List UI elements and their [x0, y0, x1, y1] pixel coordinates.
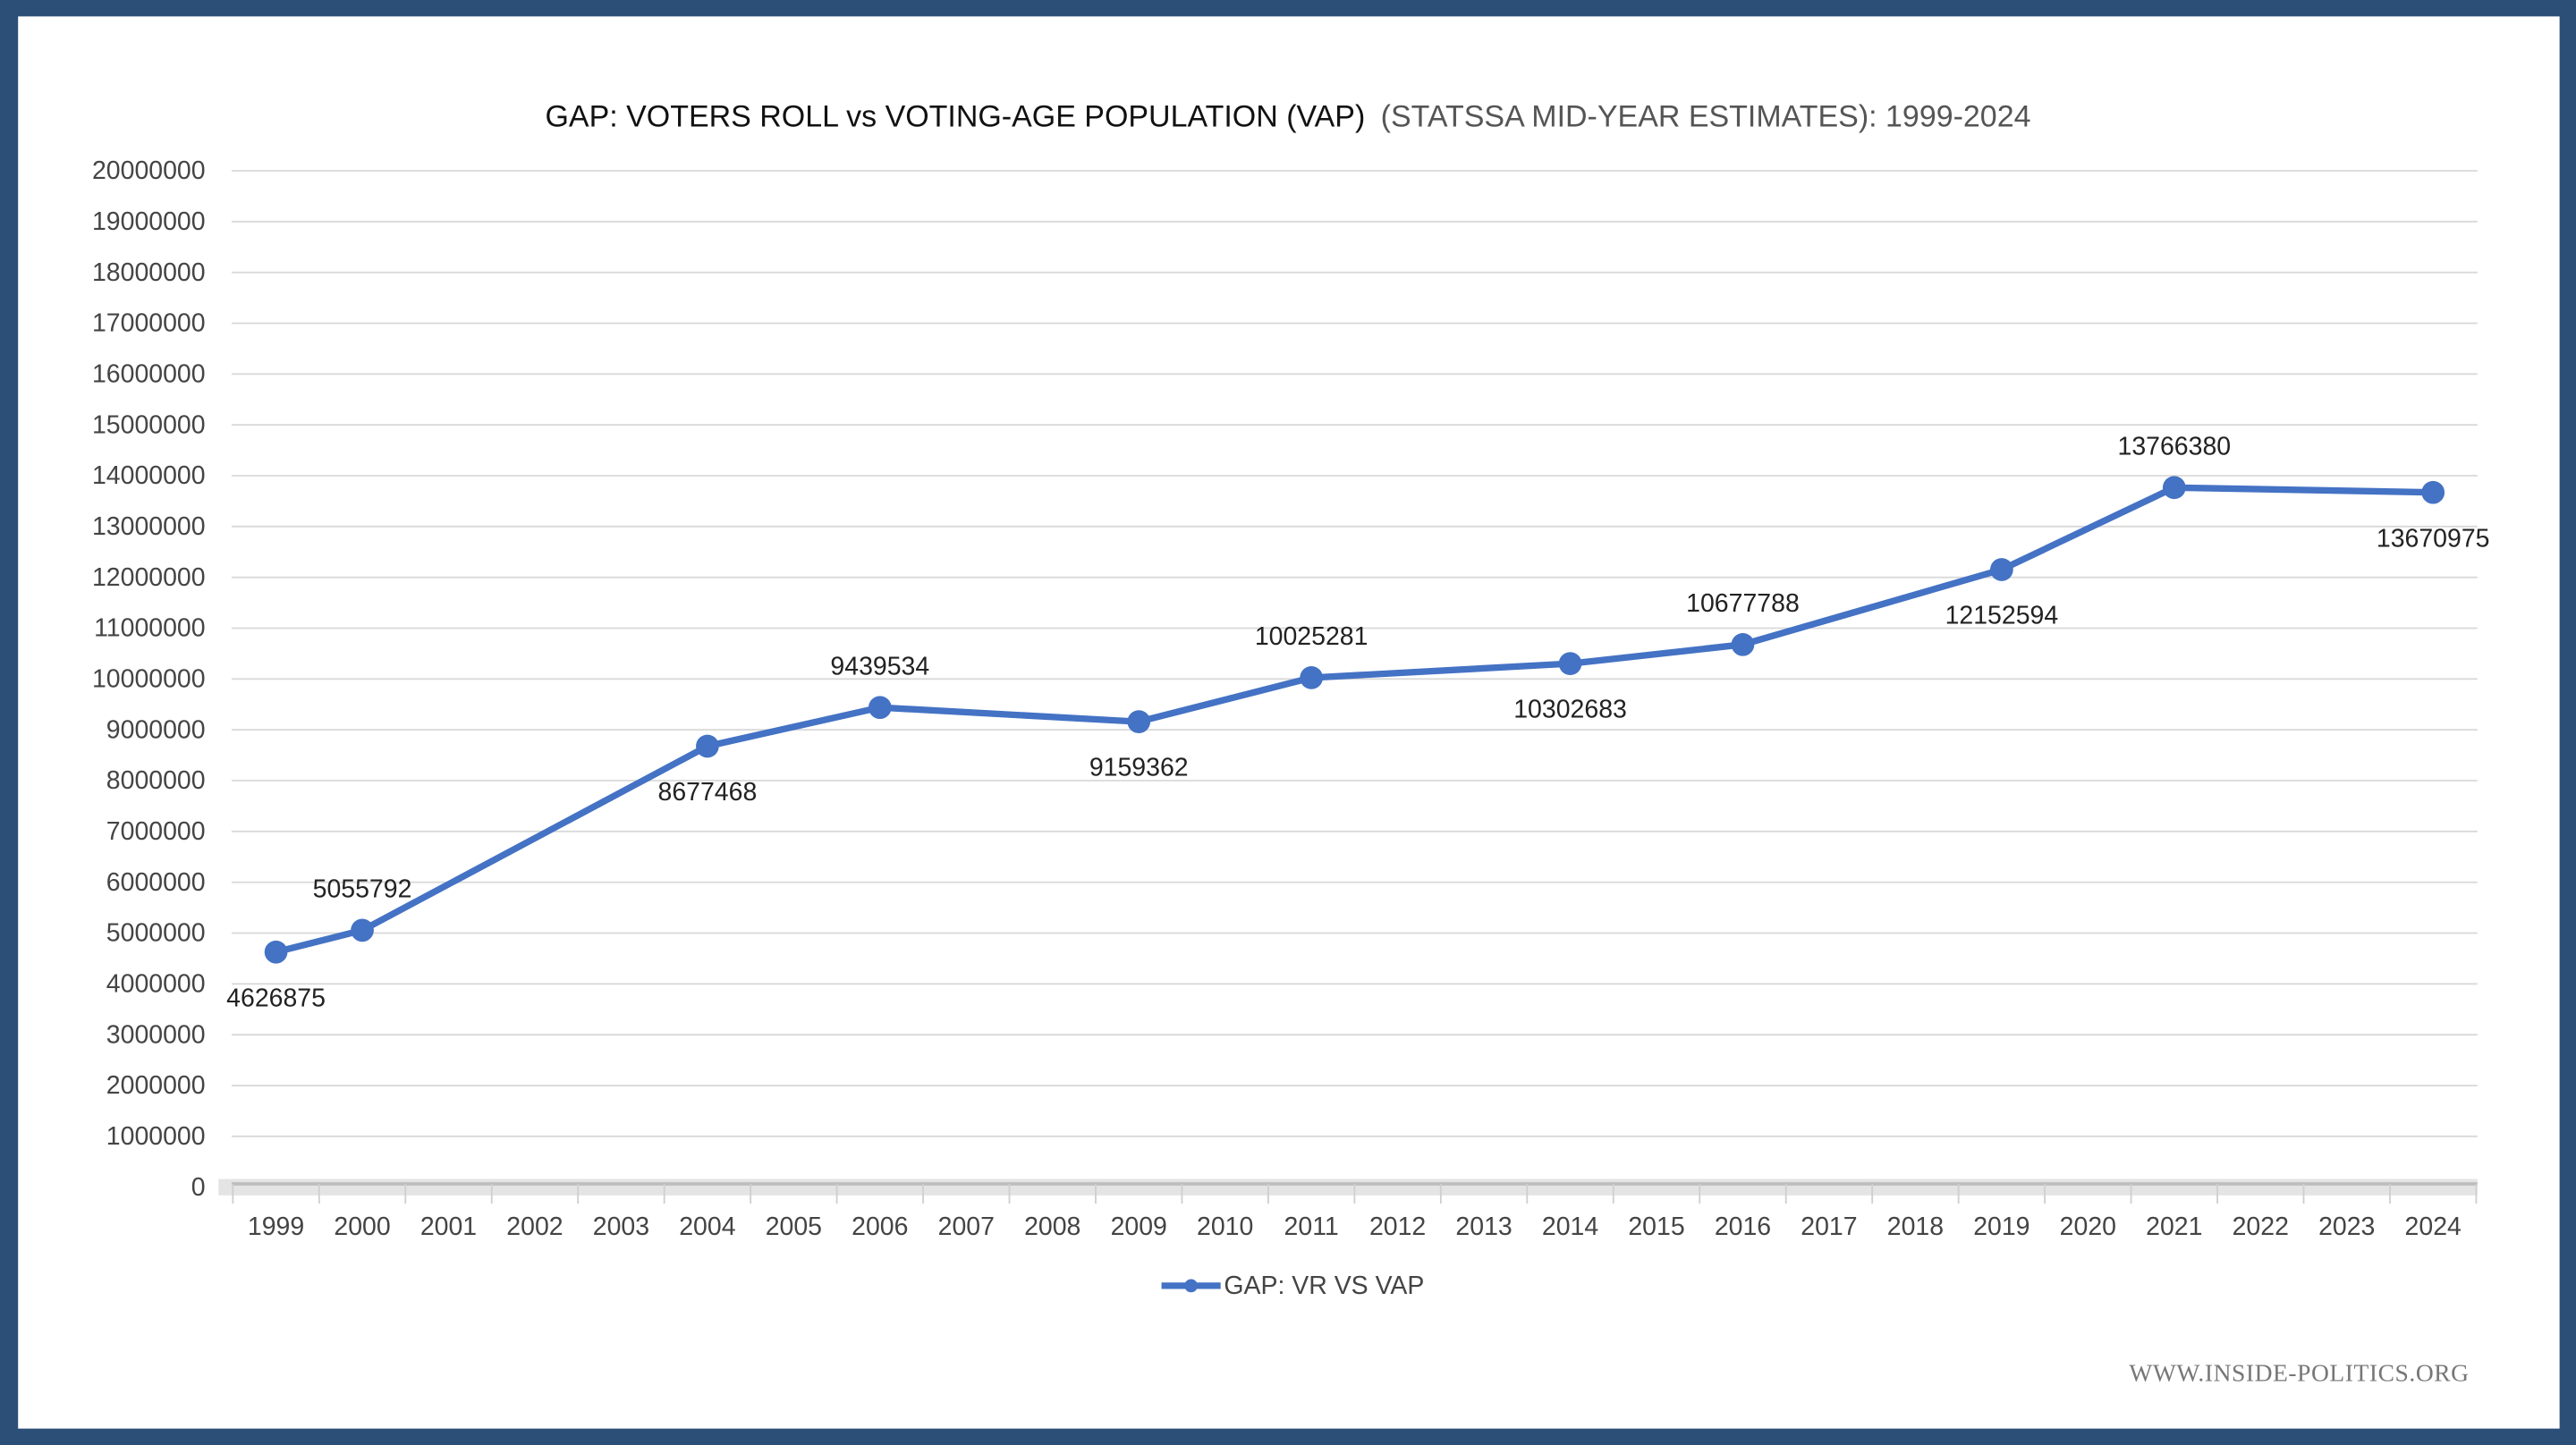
data-label: 13670975 — [2377, 524, 2490, 553]
x-tick-label: 2009 — [1111, 1213, 1167, 1241]
y-tick-label: 0 — [191, 1173, 206, 1202]
x-tick-label: 2004 — [679, 1213, 735, 1241]
y-tick-label: 13000000 — [92, 512, 206, 541]
y-tick-label: 6000000 — [106, 868, 206, 897]
legend: GAP: VR VS VAP — [1161, 1272, 1424, 1300]
data-label: 8677468 — [658, 778, 758, 807]
data-point — [351, 918, 374, 942]
data-label: 5055792 — [313, 875, 412, 904]
data-label: 12152594 — [1945, 602, 2059, 630]
data-labels: 4626875 5055792 8677468 9439534 9159362 10025… — [226, 433, 2489, 1013]
series-gap — [264, 476, 2445, 964]
x-tick-label: 2016 — [1715, 1213, 1771, 1241]
x-tick-label: 2018 — [1887, 1213, 1944, 1241]
y-tick-label: 9000000 — [106, 715, 206, 744]
y-tick-label: 11000000 — [94, 614, 205, 643]
y-tick-label: 19000000 — [92, 207, 206, 236]
data-point — [2421, 480, 2445, 504]
x-tick-label: 2003 — [593, 1213, 649, 1241]
x-tick-label: 2008 — [1024, 1213, 1080, 1241]
x-tick-label: 2000 — [334, 1213, 390, 1241]
y-tick-label: 17000000 — [92, 309, 206, 338]
y-tick-label: 8000000 — [106, 766, 206, 795]
x-tick-label: 1999 — [248, 1213, 304, 1241]
data-point — [1300, 666, 1324, 689]
y-tick-label: 16000000 — [92, 360, 206, 389]
x-tick-label: 2012 — [1369, 1213, 1426, 1241]
y-tick-label: 1000000 — [106, 1122, 206, 1151]
gridlines — [231, 170, 2478, 1137]
x-tick-label: 2020 — [2060, 1213, 2116, 1241]
x-tick-label: 2017 — [1801, 1213, 1857, 1241]
data-label: 9159362 — [1089, 754, 1189, 782]
data-label: 9439534 — [830, 652, 929, 680]
data-point — [868, 696, 892, 720]
y-tick-label: 18000000 — [92, 258, 206, 287]
data-label: 10302683 — [1513, 696, 1627, 724]
x-tick-label: 2013 — [1455, 1213, 1512, 1241]
data-label: 10025281 — [1255, 622, 1368, 651]
y-tick-label: 15000000 — [92, 410, 206, 439]
data-point — [264, 940, 288, 964]
x-tick-label: 2001 — [420, 1213, 477, 1241]
data-point — [1558, 652, 1582, 675]
y-axis-ticks: 0 1000000 2000000 3000000 4000000 5000000 6000… — [92, 156, 206, 1202]
x-tick-label: 2010 — [1197, 1213, 1253, 1241]
x-tick-label: 2021 — [2146, 1213, 2202, 1241]
x-tick-label: 2024 — [2405, 1213, 2462, 1241]
data-point — [1127, 710, 1151, 733]
x-tick-label: 2006 — [852, 1213, 908, 1241]
y-tick-label: 20000000 — [92, 156, 206, 185]
watermark: WWW.INSIDE-POLITICS.ORG — [2129, 1358, 2469, 1386]
x-tick-label: 2019 — [1973, 1213, 2029, 1241]
y-tick-label: 4000000 — [106, 970, 206, 999]
x-tick-label: 2002 — [506, 1213, 563, 1241]
data-point — [1731, 632, 1755, 656]
x-tick-label: 2014 — [1542, 1213, 1598, 1241]
chart-title-main: GAP: VOTERS ROLL vs VOTING-AGE POPULATIO… — [546, 99, 1366, 133]
x-tick-label: 2007 — [938, 1213, 995, 1241]
x-tick-label: 2023 — [2318, 1213, 2375, 1241]
data-point — [1990, 558, 2013, 581]
data-point — [2162, 476, 2186, 500]
y-tick-label: 14000000 — [92, 461, 206, 490]
y-tick-label: 12000000 — [92, 563, 206, 592]
data-point — [696, 734, 719, 758]
x-tick-label: 2015 — [1628, 1213, 1684, 1241]
y-tick-label: 3000000 — [106, 1020, 206, 1049]
x-tick-label: 2011 — [1284, 1213, 1339, 1241]
data-label: 4626875 — [226, 984, 326, 1012]
x-tick-label: 2022 — [2233, 1213, 2289, 1241]
chart-title-sub: (STATSSA MID-YEAR ESTIMATES): 1999-2024 — [1381, 99, 2031, 133]
data-label: 10677788 — [1686, 589, 1800, 618]
x-tick-label: 2005 — [766, 1213, 822, 1241]
x-axis: 1999 2000 2001 2002 2003 2004 2005 2006 2007 2008… — [218, 1179, 2478, 1241]
y-tick-label: 5000000 — [106, 919, 206, 948]
legend-label: GAP: VR VS VAP — [1224, 1272, 1424, 1300]
chart-title: GAP: VOTERS ROLL vs VOTING-AGE POPULATIO… — [546, 99, 2031, 133]
y-tick-label: 10000000 — [92, 665, 206, 694]
y-tick-label: 7000000 — [106, 817, 206, 846]
y-tick-label: 2000000 — [106, 1071, 206, 1100]
legend-marker-icon — [1184, 1279, 1198, 1293]
data-label: 13766380 — [2117, 433, 2231, 461]
x-axis-band — [218, 1179, 2478, 1196]
